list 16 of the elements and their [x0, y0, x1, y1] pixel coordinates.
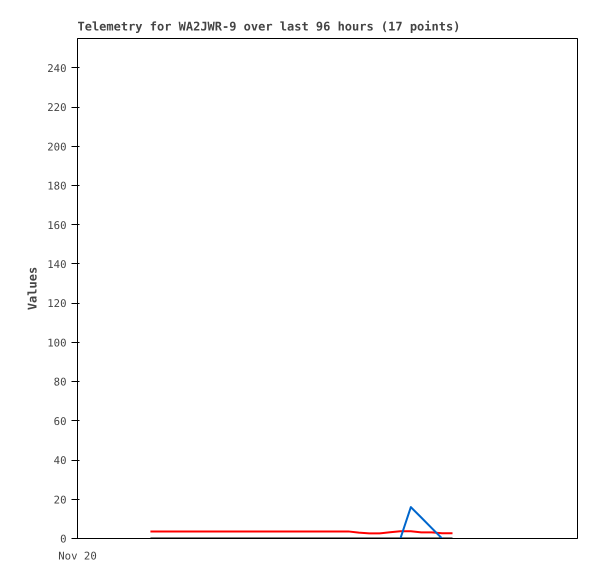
x-tick-label: Nov 20	[58, 550, 97, 562]
y-tick-label: 200	[47, 140, 67, 154]
y-tick-label: 180	[47, 180, 67, 193]
y-tick-label: 60	[54, 414, 67, 428]
y-axis-title: Values	[25, 266, 40, 310]
chart-title: Telemetry for WA2JWR-9 over last 96 hours (17 points)	[78, 20, 460, 34]
y-tick-label: 240	[47, 62, 67, 75]
y-tick-label: 100	[47, 336, 67, 350]
y-tick-label: 40	[54, 454, 67, 468]
y-tick-label: 220	[47, 101, 67, 114]
y-tick-label: 80	[54, 376, 67, 389]
y-tick-label: 160	[47, 218, 67, 232]
y-tick-label: 140	[47, 258, 67, 271]
y-tick-label: 20	[54, 493, 67, 506]
y-tick-label: 120	[47, 297, 67, 310]
y-tick-label: 0	[60, 532, 67, 546]
